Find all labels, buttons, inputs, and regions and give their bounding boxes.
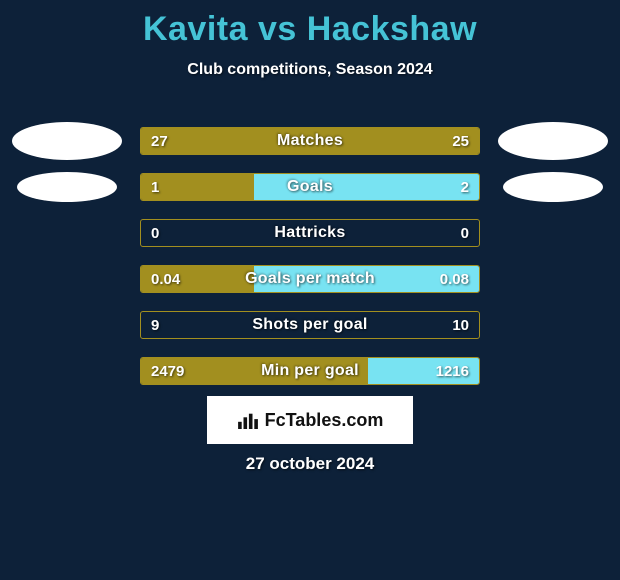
bar-track: Shots per goal9 10 [140,311,480,339]
stat-row: Goals per match0.04 0.08 [0,260,620,298]
bars-icon [237,411,259,429]
stat-row: Hattricks0 0 [0,214,620,252]
stat-row: Shots per goal9 10 [0,306,620,344]
stat-row: Matches27 25 [0,122,620,160]
stat-label: Goals [141,174,479,200]
avatar-slot [12,306,122,344]
avatar-slot [12,352,122,390]
snapshot-date: 27 october 2024 [0,454,620,474]
stat-label: Matches [141,128,479,154]
stat-bar: Goals1 2 [140,173,480,201]
stat-bar: Hattricks0 0 [140,219,480,247]
stat-value-right: 25 [442,128,479,154]
avatar-slot [12,260,122,298]
player-right-avatar-secondary [503,172,603,202]
stat-row: Goals1 2 [0,168,620,206]
comparison-title: Kavita vs Hackshaw [0,0,620,49]
stat-bar: Goals per match0.04 0.08 [140,265,480,293]
stat-value-right: 0 [451,220,479,246]
fctables-logo: FcTables.com [207,396,413,444]
avatar-slot [498,168,608,206]
avatar-slot [498,306,608,344]
stat-value-left: 9 [141,312,169,338]
avatar-slot [498,260,608,298]
stat-bar: Min per goal24791216 [140,357,480,385]
avatar-slot [12,214,122,252]
logo-text: FcTables.com [265,410,384,431]
bar-track: Hattricks0 0 [140,219,480,247]
stat-label: Shots per goal [141,312,479,338]
bar-track: Goals per match0.04 0.08 [140,265,480,293]
stat-value-left: 0 [141,220,169,246]
bar-track: Matches27 25 [140,127,480,155]
stat-bar: Matches27 25 [140,127,480,155]
stat-value-right: 1216 [426,358,479,384]
stat-value-left: 0.04 [141,266,190,292]
player-right-avatar [498,122,608,160]
stat-label: Goals per match [141,266,479,292]
stat-row: Min per goal24791216 [0,352,620,390]
comparison-subtitle: Club competitions, Season 2024 [0,61,620,79]
stat-value-left: 1 [141,174,169,200]
avatar-slot [12,168,122,206]
stat-bar: Shots per goal9 10 [140,311,480,339]
player-left-avatar-secondary [17,172,117,202]
bar-track: Min per goal24791216 [140,357,480,385]
stat-value-left: 2479 [141,358,194,384]
avatar-slot [498,214,608,252]
stat-value-right: 0.08 [430,266,479,292]
stat-value-right: 10 [442,312,479,338]
stat-value-right: 2 [451,174,479,200]
stat-label: Hattricks [141,220,479,246]
avatar-slot [498,352,608,390]
player-left-avatar [12,122,122,160]
stat-value-left: 27 [141,128,178,154]
bar-track: Goals1 2 [140,173,480,201]
